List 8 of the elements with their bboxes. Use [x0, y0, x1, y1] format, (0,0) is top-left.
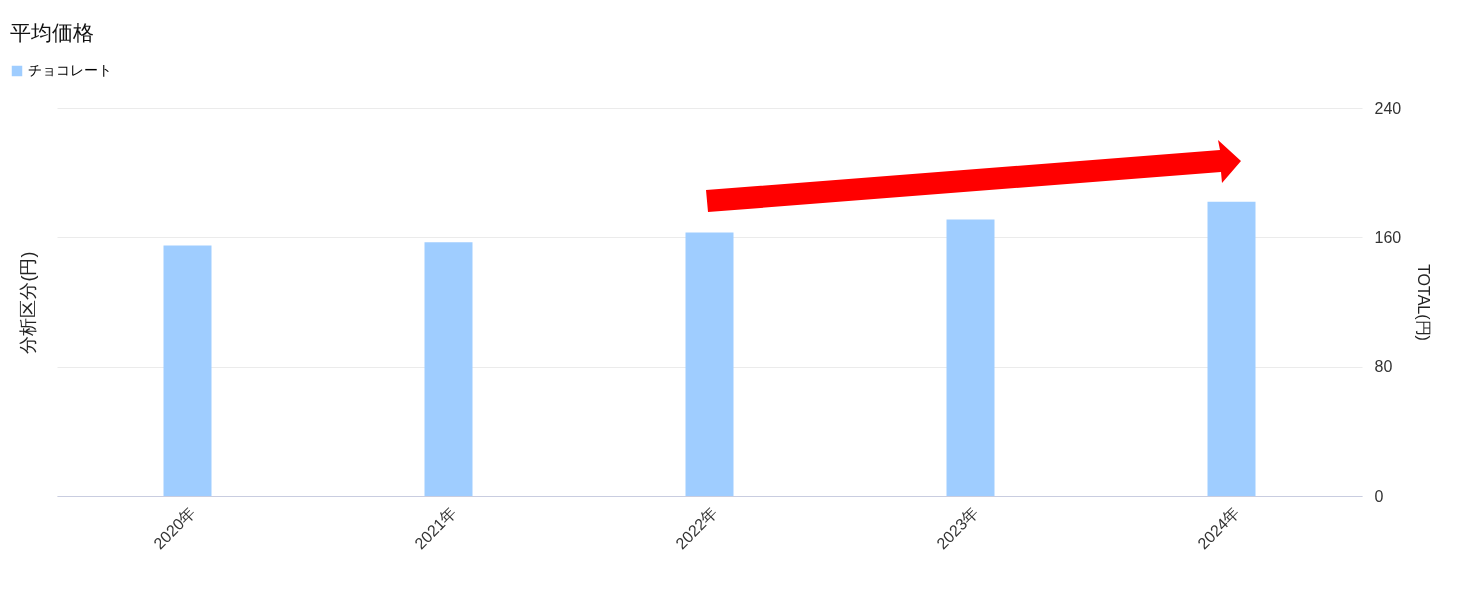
y2-tick-label: 240 [1374, 99, 1402, 117]
y2-tick-label: 80 [1374, 358, 1393, 376]
y2-tick-label: 0 [1374, 487, 1384, 505]
legend-label: チョコレート [28, 62, 112, 78]
y2-tick-label: 160 [1374, 228, 1402, 246]
y-axis-title: 分析区分(円) [17, 251, 38, 354]
y2-axis-title: TOTAL(円) [1415, 264, 1433, 341]
chart-title: 平均価格 [10, 21, 94, 44]
